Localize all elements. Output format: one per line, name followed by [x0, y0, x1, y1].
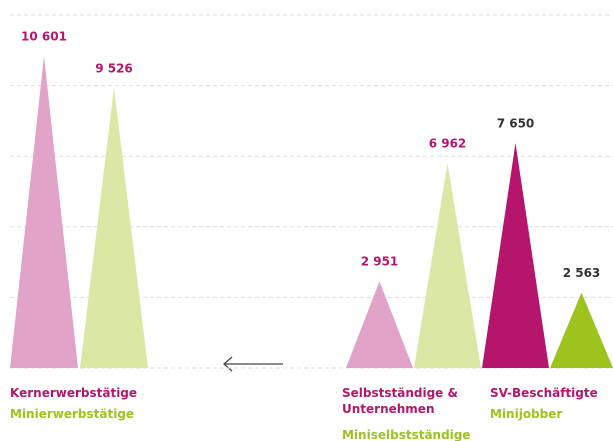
value-label: 10 601 [21, 30, 67, 44]
value-label: 7 650 [497, 116, 535, 130]
bar [482, 142, 549, 368]
category-label: Miniselbstständige [342, 428, 471, 441]
category-label: Kernerwerbstätige [10, 386, 138, 400]
bar [10, 56, 78, 368]
category-label: Minijobber [490, 407, 563, 421]
bar [80, 87, 148, 369]
arrow [223, 356, 283, 372]
value-label: 9 526 [95, 61, 133, 75]
value-label: 2 563 [563, 266, 601, 280]
value-label: 6 962 [429, 137, 467, 151]
bar [346, 281, 413, 368]
category-label: Selbstständige & Unternehmen [342, 386, 458, 416]
value-label: 2 951 [361, 255, 399, 269]
category-label: Minierwerbstätige [10, 407, 135, 421]
bar [550, 292, 613, 368]
bar [414, 163, 481, 368]
category-label: SV-Beschäftigte [490, 386, 598, 400]
